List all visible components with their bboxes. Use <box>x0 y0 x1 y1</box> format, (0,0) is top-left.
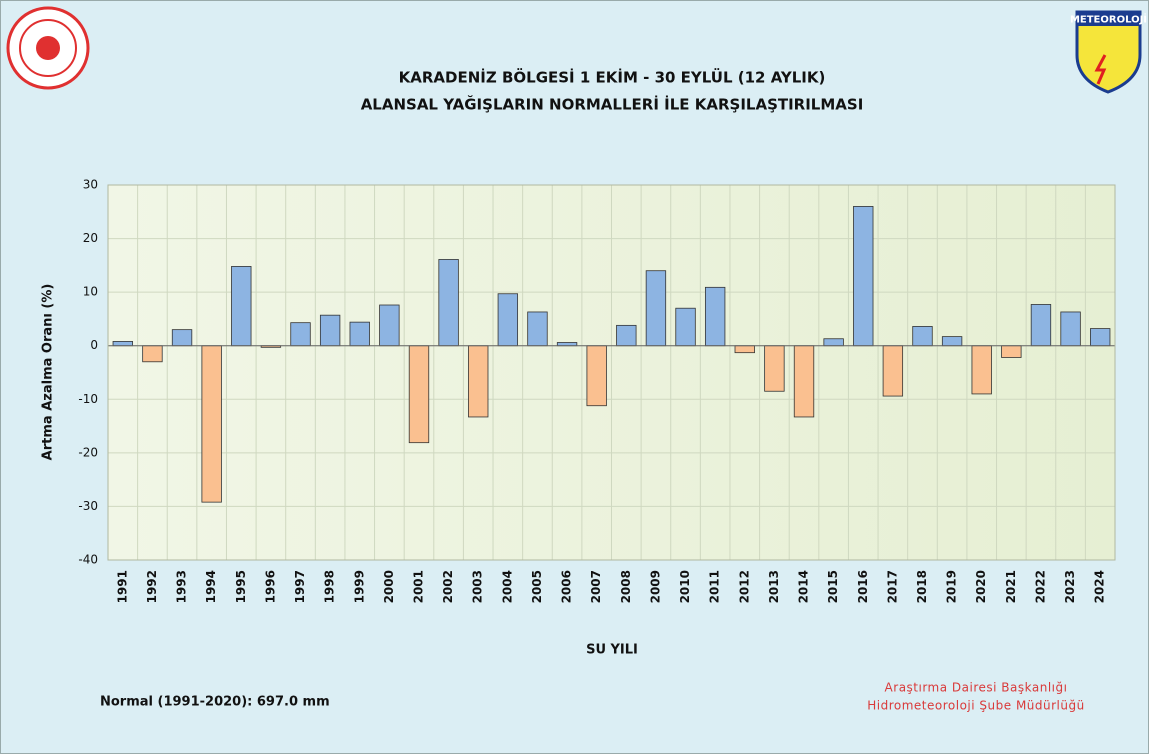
bar <box>616 324 637 347</box>
x-tick-label: 2022 <box>1033 570 1047 603</box>
bar <box>527 311 548 347</box>
x-tick-label: 1991 <box>115 570 129 603</box>
x-tick-label: 1992 <box>145 570 159 603</box>
bar <box>201 345 222 503</box>
bar <box>1030 304 1052 347</box>
bar <box>379 304 400 347</box>
bar <box>171 329 193 347</box>
x-tick-label: 2011 <box>708 570 722 603</box>
x-tick-label: 2004 <box>500 570 514 603</box>
chart-title: KARADENİZ BÖLGESİ 1 EKİM - 30 EYLÜL (12 … <box>399 68 826 87</box>
y-tick-label: 20 <box>83 231 98 245</box>
logo-text: METEOROLOJİ <box>1070 12 1147 26</box>
y-tick-label: -20 <box>78 445 98 459</box>
bar <box>912 326 933 347</box>
bar <box>319 314 341 347</box>
x-tick-label: 1993 <box>175 570 189 603</box>
bar <box>793 345 815 418</box>
x-tick-label: 2009 <box>648 570 662 603</box>
bar <box>408 345 430 444</box>
x-tick-label: 2021 <box>1004 570 1018 603</box>
bar <box>468 345 489 418</box>
plot-border <box>107 184 1116 561</box>
y-tick-label: 10 <box>83 285 98 299</box>
x-tick-label: 2024 <box>1093 570 1107 603</box>
x-tick-label: 1996 <box>263 570 277 603</box>
x-tick-label: 1999 <box>352 570 366 603</box>
bar <box>142 345 163 363</box>
bar <box>438 259 459 347</box>
x-tick-label: 2001 <box>411 570 425 603</box>
bar <box>1090 328 1111 347</box>
x-axis-label: SU YILI <box>586 643 638 658</box>
x-tick-label: 1997 <box>293 570 307 603</box>
bar <box>971 345 992 395</box>
x-tick-label: 2010 <box>678 570 692 603</box>
bar <box>941 336 963 347</box>
bar <box>734 345 755 354</box>
x-tick-label: 2002 <box>441 570 455 603</box>
chart-subtitle: ALANSAL YAĞIŞLARIN NORMALLERİ İLE KARŞIL… <box>361 95 864 114</box>
bar <box>853 206 874 347</box>
x-tick-label: 2008 <box>619 570 633 603</box>
bar <box>704 286 726 347</box>
bar <box>586 345 607 407</box>
x-tick-label: 2005 <box>530 570 544 603</box>
x-tick-label: 1994 <box>204 570 218 603</box>
y-tick-label: -40 <box>78 553 98 567</box>
left-emblem <box>6 6 90 90</box>
y-tick-label: 30 <box>83 178 98 192</box>
x-tick-label: 1998 <box>323 570 337 603</box>
y-tick-label: -30 <box>78 499 98 513</box>
x-tick-label: 2006 <box>560 570 574 603</box>
y-axis-label: Artma Azalma Oranı (%) <box>41 284 56 461</box>
x-tick-label: 2012 <box>737 570 751 603</box>
x-tick-label: 2017 <box>885 570 899 603</box>
x-tick-label: 2019 <box>945 570 959 603</box>
x-tick-label: 2023 <box>1063 570 1077 603</box>
x-tick-label: 2000 <box>382 570 396 603</box>
bar <box>112 341 133 347</box>
bar <box>349 321 370 347</box>
bar <box>823 338 844 347</box>
y-tick-label: -10 <box>78 392 98 406</box>
y-tick-label: 0 <box>90 338 98 352</box>
x-tick-label: 2003 <box>471 570 485 603</box>
bar <box>675 307 696 347</box>
x-tick-label: 2016 <box>856 570 870 603</box>
bar <box>1060 311 1081 347</box>
bar <box>290 322 311 347</box>
right-logo: METEOROLOJİ <box>1070 10 1147 94</box>
note: Normal (1991-2020): 697.0 mm <box>100 695 330 710</box>
bar <box>1001 345 1022 358</box>
x-tick-label: 2018 <box>915 570 929 603</box>
x-tick-label: 2015 <box>826 570 840 603</box>
credit: Hidrometeoroloji Şube Müdürlüğü <box>867 699 1084 713</box>
bar <box>231 266 252 347</box>
x-tick-label: 2013 <box>767 570 781 603</box>
bar <box>882 345 904 397</box>
x-tick-label: 2020 <box>974 570 988 603</box>
bar <box>764 345 785 392</box>
bar <box>645 270 667 347</box>
bar <box>497 293 519 347</box>
x-tick-label: 1995 <box>234 570 248 603</box>
x-tick-label: 2014 <box>797 570 811 603</box>
x-tick-label: 2007 <box>589 570 603 603</box>
credit: Araştırma Dairesi Başkanlığı <box>885 681 1068 695</box>
